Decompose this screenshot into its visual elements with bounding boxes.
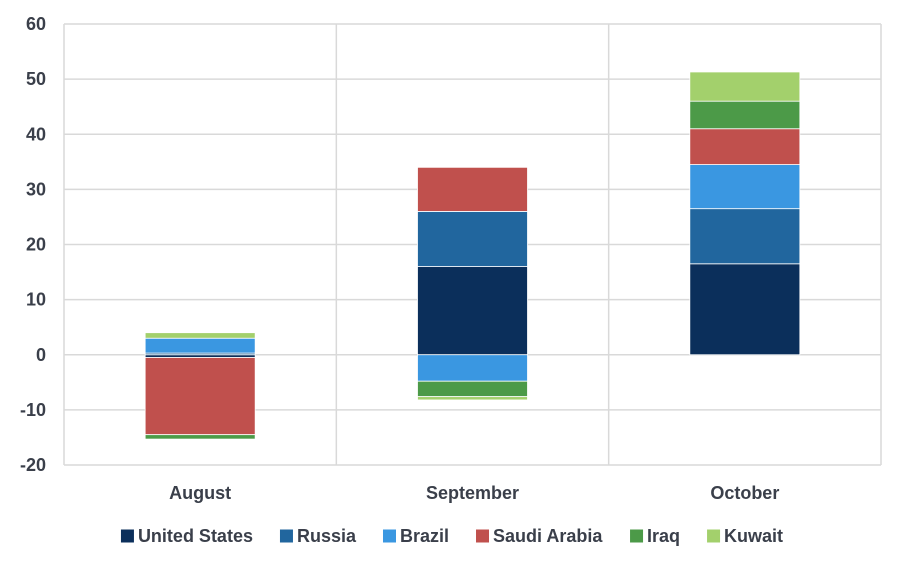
legend-label-saudi-arabia: Saudi Arabia [493, 526, 603, 546]
bar-august-saudi-arabia [144, 357, 256, 436]
bar-september-kuwait [417, 396, 528, 401]
bar-october-united-states [689, 263, 801, 356]
y-tick-label: -20 [20, 455, 46, 475]
x-axis-categories: August September October [169, 483, 779, 503]
x-category-label: September [426, 483, 519, 503]
legend-swatch-united-states [120, 529, 134, 543]
legend-swatch-saudi-arabia [476, 529, 490, 543]
y-tick-label: 0 [36, 345, 46, 365]
legend-label-russia: Russia [297, 526, 357, 546]
bar-october-brazil [689, 164, 801, 210]
legend: United States Russia Brazil Saudi Arabia Ira… [120, 526, 783, 546]
bar-august-united-states [144, 354, 256, 358]
legend-swatch-brazil [382, 529, 396, 543]
bar-august-iraq [144, 434, 256, 440]
y-tick-label: 50 [26, 69, 46, 89]
y-tick-label: 10 [26, 290, 46, 310]
bar-september-russia [417, 211, 528, 267]
bar-october-saudi-arabia [689, 128, 801, 165]
bar-september-united-states [417, 266, 528, 356]
legend-label-kuwait: Kuwait [724, 526, 783, 546]
legend-swatch-iraq [630, 529, 644, 543]
legend-label-united-states: United States [138, 526, 253, 546]
bar-october-kuwait [689, 71, 801, 102]
legend-label-iraq: Iraq [647, 526, 680, 546]
legend-label-brazil: Brazil [400, 526, 449, 546]
y-tick-label: 60 [26, 14, 46, 34]
y-tick-label: 40 [26, 124, 46, 144]
bar-october-russia [689, 208, 801, 265]
bar-october-iraq [689, 100, 801, 130]
y-axis-ticks: 60 50 40 30 20 10 0 -10 -20 [20, 14, 46, 475]
y-tick-label: 20 [26, 235, 46, 255]
bar-september-saudi-arabia [417, 166, 528, 212]
bar-august-brazil [144, 337, 256, 354]
bar-august-kuwait [144, 332, 256, 339]
y-tick-label: -10 [20, 400, 46, 420]
bar-september-iraq [417, 380, 528, 398]
x-category-label: August [169, 483, 231, 503]
y-tick-label: 30 [26, 179, 46, 199]
legend-swatch-kuwait [707, 529, 721, 543]
legend-swatch-russia [279, 529, 293, 543]
bars [144, 71, 801, 440]
x-category-label: October [710, 483, 779, 503]
bar-september-brazil [417, 354, 528, 382]
